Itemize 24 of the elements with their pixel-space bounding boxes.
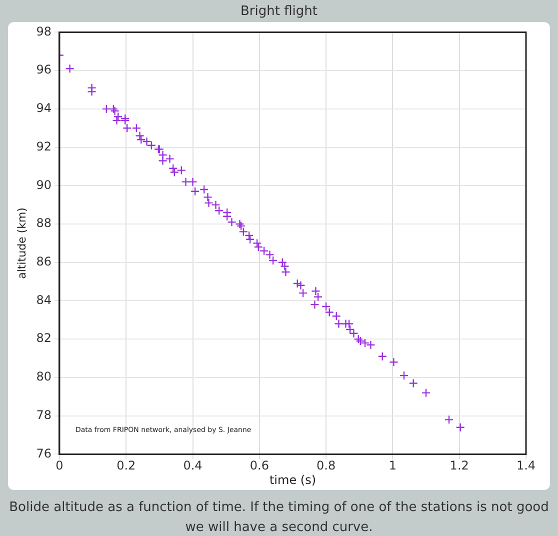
x-tick-label: 0.4 (183, 458, 202, 473)
y-tick-label: 82 (36, 331, 52, 346)
x-tick-label: 1.4 (516, 458, 536, 473)
y-tick-label: 98 (36, 24, 52, 38)
x-tick-label: 1.2 (450, 458, 469, 473)
y-axis-title: altitude (km) (15, 208, 28, 279)
chart-title: Bright flight (240, 3, 318, 21)
y-tick-label: 94 (36, 101, 52, 116)
y-tick-label: 96 (36, 62, 52, 77)
y-tick-label: 80 (36, 370, 52, 384)
y-tick-label: 86 (36, 254, 52, 269)
text: Bolide altitude as a function of time. If the timing of one of the stations is not good we will have a second curve. (8, 499, 550, 536)
x-tick-label: 0 (56, 458, 64, 473)
x-axis-title: time (s) (269, 472, 316, 487)
x-tick-label: 0.2 (116, 458, 136, 473)
y-tick-label: 78 (36, 408, 52, 422)
y-tick-label: 84 (36, 292, 52, 307)
x-tick-label: 0.6 (250, 458, 269, 473)
x-tick-label: 1 (388, 458, 397, 473)
y-tick-label: 92 (36, 139, 52, 154)
y-tick-label: 88 (36, 216, 52, 230)
x-tick-label: 0.8 (316, 458, 336, 473)
y-tick-label: 76 (36, 446, 52, 460)
y-tick-label: 90 (36, 178, 52, 192)
